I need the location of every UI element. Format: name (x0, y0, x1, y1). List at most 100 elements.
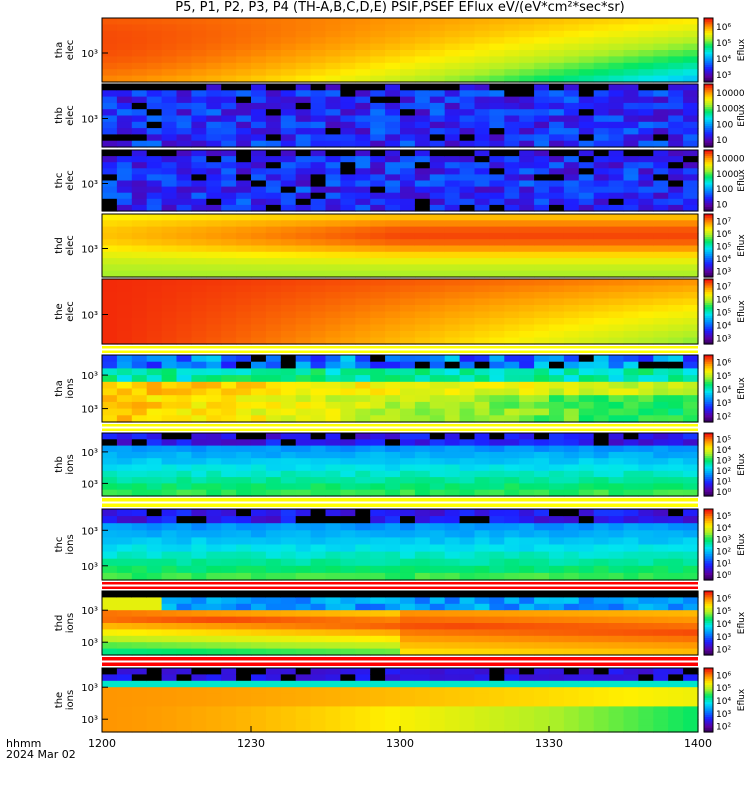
heatmap-cell (310, 318, 327, 326)
heatmap-cell (355, 264, 371, 272)
heatmap-cell (325, 572, 341, 581)
heatmap-cell (310, 623, 327, 630)
heatmap-cell (444, 433, 461, 440)
heatmap-cell (459, 368, 476, 376)
heatmap-cell (370, 337, 386, 345)
heatmap-cell (534, 572, 550, 581)
heatmap-cell (578, 395, 595, 403)
heatmap-cell (116, 186, 133, 194)
heatmap-cell (325, 551, 341, 560)
heatmap-cell (608, 174, 625, 182)
heatmap-cell (593, 186, 610, 194)
heatmap-cell (414, 693, 431, 701)
heatmap-cell (563, 693, 580, 701)
heatmap-cell (191, 279, 207, 287)
heatmap-cell (608, 214, 625, 221)
heatmap-cell (102, 433, 118, 440)
heatmap-cell (474, 331, 490, 339)
heatmap-cell (414, 50, 431, 57)
heatmap-cell (489, 226, 505, 234)
heatmap-cell (400, 375, 416, 383)
heatmap-cell (578, 134, 595, 142)
heatmap-cell (578, 408, 595, 416)
heatmap-cell (251, 311, 267, 319)
colorbar-band (704, 640, 713, 643)
heatmap-cell (534, 162, 550, 169)
heatmap-cell (608, 90, 625, 98)
heatmap-cell (444, 544, 461, 553)
heatmap-cell (400, 408, 416, 416)
heatmap-cell (504, 251, 520, 259)
heatmap-cell (444, 388, 461, 396)
heatmap-cell (161, 128, 178, 135)
heatmap-cell (489, 388, 505, 396)
heatmap-cell (340, 523, 356, 531)
heatmap-cell (638, 324, 654, 332)
colorbar-band (704, 90, 713, 93)
heatmap-cell (459, 603, 476, 611)
heatmap-cell (504, 355, 520, 363)
heatmap-cell (504, 204, 520, 212)
heatmap-cell (280, 96, 297, 104)
heatmap-cell (623, 451, 639, 459)
heatmap-cell (578, 610, 595, 618)
heatmap-cell (459, 56, 476, 64)
heatmap-cell (251, 37, 267, 45)
heatmap-cell (608, 591, 625, 598)
heatmap-cell (444, 305, 461, 313)
heatmap-cell (340, 725, 356, 733)
heatmap-cell (221, 558, 237, 567)
heatmap-cell (280, 725, 297, 733)
heatmap-cell (176, 616, 192, 624)
heatmap-cell (683, 50, 699, 57)
heatmap-cell (683, 24, 699, 32)
heatmap-cell (280, 102, 297, 110)
heatmap-cell (623, 610, 639, 618)
heatmap-cell (265, 470, 282, 478)
heatmap-cell (221, 530, 237, 538)
heatmap-cell (191, 610, 207, 618)
panel-ylabel: ions (65, 534, 76, 554)
heatmap-cell (414, 128, 431, 135)
heatmap-cell (265, 198, 282, 206)
heatmap-cell (161, 90, 178, 98)
heatmap-cell (221, 245, 237, 253)
heatmap-cell (295, 401, 312, 410)
heatmap-cell (176, 264, 192, 272)
heatmap-cell (146, 128, 163, 135)
heatmap-cell (385, 439, 401, 447)
heatmap-cell (370, 140, 386, 148)
heatmap-cell (519, 693, 535, 701)
heatmap-cell (385, 458, 401, 466)
heatmap-cell (146, 388, 163, 396)
heatmap-cell (519, 232, 535, 240)
heatmap-cell (563, 361, 580, 369)
heatmap-cell (310, 270, 327, 278)
heatmap-cell (534, 109, 550, 117)
heatmap-cell (429, 725, 446, 733)
heatmap-cell (370, 311, 386, 319)
heatmap-cell (489, 687, 505, 695)
heatmap-cell (295, 102, 312, 110)
colorbar-band (704, 272, 713, 276)
heatmap-cell (459, 50, 476, 57)
heatmap-cell (355, 464, 371, 472)
heatmap-cell (593, 642, 610, 650)
heatmap-cell (638, 134, 654, 142)
heatmap-cell (578, 483, 595, 491)
colorbar-band (704, 458, 713, 461)
heatmap-cell (534, 245, 550, 253)
heatmap-cell (340, 75, 356, 83)
heatmap-cell (280, 258, 297, 265)
heatmap-cell (534, 648, 550, 656)
heatmap-cell (295, 84, 312, 91)
heatmap-cell (623, 642, 639, 650)
heatmap-cell (251, 156, 267, 163)
heatmap-cell (355, 69, 371, 77)
heatmap-cell (161, 311, 178, 319)
heatmap-cell (444, 245, 461, 253)
heatmap-cell (534, 458, 550, 466)
heatmap-cell (161, 464, 178, 472)
heatmap-cell (191, 156, 207, 163)
heatmap-cell (623, 150, 639, 157)
